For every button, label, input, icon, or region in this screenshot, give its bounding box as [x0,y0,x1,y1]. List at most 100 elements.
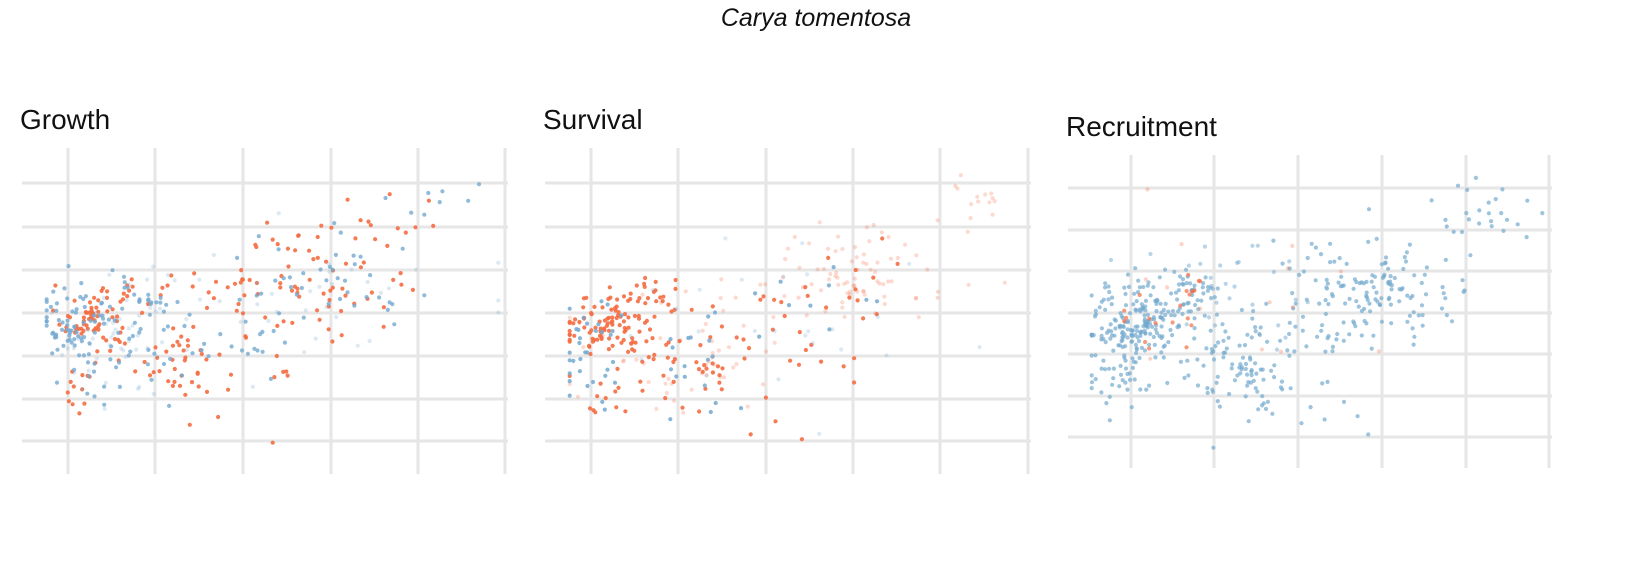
data-point [694,360,699,365]
data-point [364,295,369,300]
data-point [1150,324,1155,329]
data-point [674,374,679,379]
data-point [197,297,203,302]
data-point [324,259,329,264]
data-point [577,320,582,325]
data-point [440,189,445,194]
data-point [1424,265,1429,270]
data-point [1473,175,1478,180]
data-point [307,248,312,253]
data-point [265,220,270,225]
data-point [365,279,370,284]
data-point [1412,334,1417,339]
data-point [1287,259,1292,264]
data-point [97,322,102,327]
data-point [652,314,657,319]
data-point [326,301,331,306]
data-point [247,277,252,283]
data-point [1125,320,1130,325]
data-point [593,410,598,415]
data-point [1163,267,1168,272]
data-point [1153,320,1158,326]
data-point [1250,316,1255,321]
data-point [1143,277,1148,282]
data-point [92,319,98,324]
data-point [741,323,746,328]
data-point [1205,288,1210,293]
data-point [92,394,97,399]
data-point [1161,355,1166,360]
data-point [1341,283,1346,288]
data-point [875,314,880,319]
data-point [337,296,343,302]
data-point [1451,229,1456,234]
data-point [71,346,76,351]
data-point [895,261,900,266]
data-point [1455,183,1461,188]
data-point [1136,278,1141,283]
data-point [1184,345,1189,350]
data-point [91,313,96,318]
data-point [1107,418,1112,423]
data-point [1477,221,1482,226]
data-point [626,298,631,303]
data-point [1386,266,1391,271]
data-point [622,325,627,331]
data-point [49,310,54,315]
data-point [567,339,572,344]
data-point [137,330,142,335]
data-point [661,373,666,378]
data-point [864,261,869,267]
data-point [160,340,165,345]
data-point [696,367,702,372]
data-point [686,335,691,341]
data-point [195,370,200,375]
data-point [1213,323,1218,328]
data-point [96,309,101,314]
data-point [104,338,109,343]
data-point [1287,320,1292,325]
data-point [263,315,268,320]
data-point [1341,399,1347,404]
data-point [79,281,84,286]
data-point [1287,353,1292,358]
data-point [368,273,373,278]
data-point [398,271,403,276]
data-point [243,319,248,324]
data-point [245,351,250,356]
data-point [367,338,372,344]
data-point [61,343,66,348]
data-point [155,355,160,360]
data-point [1493,197,1498,202]
data-point [191,324,196,329]
data-point [587,330,592,335]
data-point [1293,301,1298,306]
data-point [228,372,234,377]
data-point [644,339,649,344]
data-point [1248,357,1253,362]
data-point [1215,374,1220,379]
data-point [583,350,588,355]
data-point [726,345,732,350]
data-point [144,277,150,282]
data-point [886,234,891,240]
data-point [855,298,860,303]
data-point [1305,300,1310,305]
data-point [1116,343,1121,348]
data-point [873,311,878,316]
data-point [1235,373,1240,378]
data-point [60,320,65,325]
data-point [669,309,674,314]
data-point [1196,307,1201,312]
data-point [1185,316,1190,321]
data-point [128,349,133,354]
data-point [1123,344,1128,349]
data-point [708,335,713,340]
data-point [496,260,501,265]
data-point [1107,289,1112,295]
data-point [626,315,631,320]
data-point [1353,324,1358,329]
data-point [1236,260,1241,265]
data-point [1419,280,1424,286]
